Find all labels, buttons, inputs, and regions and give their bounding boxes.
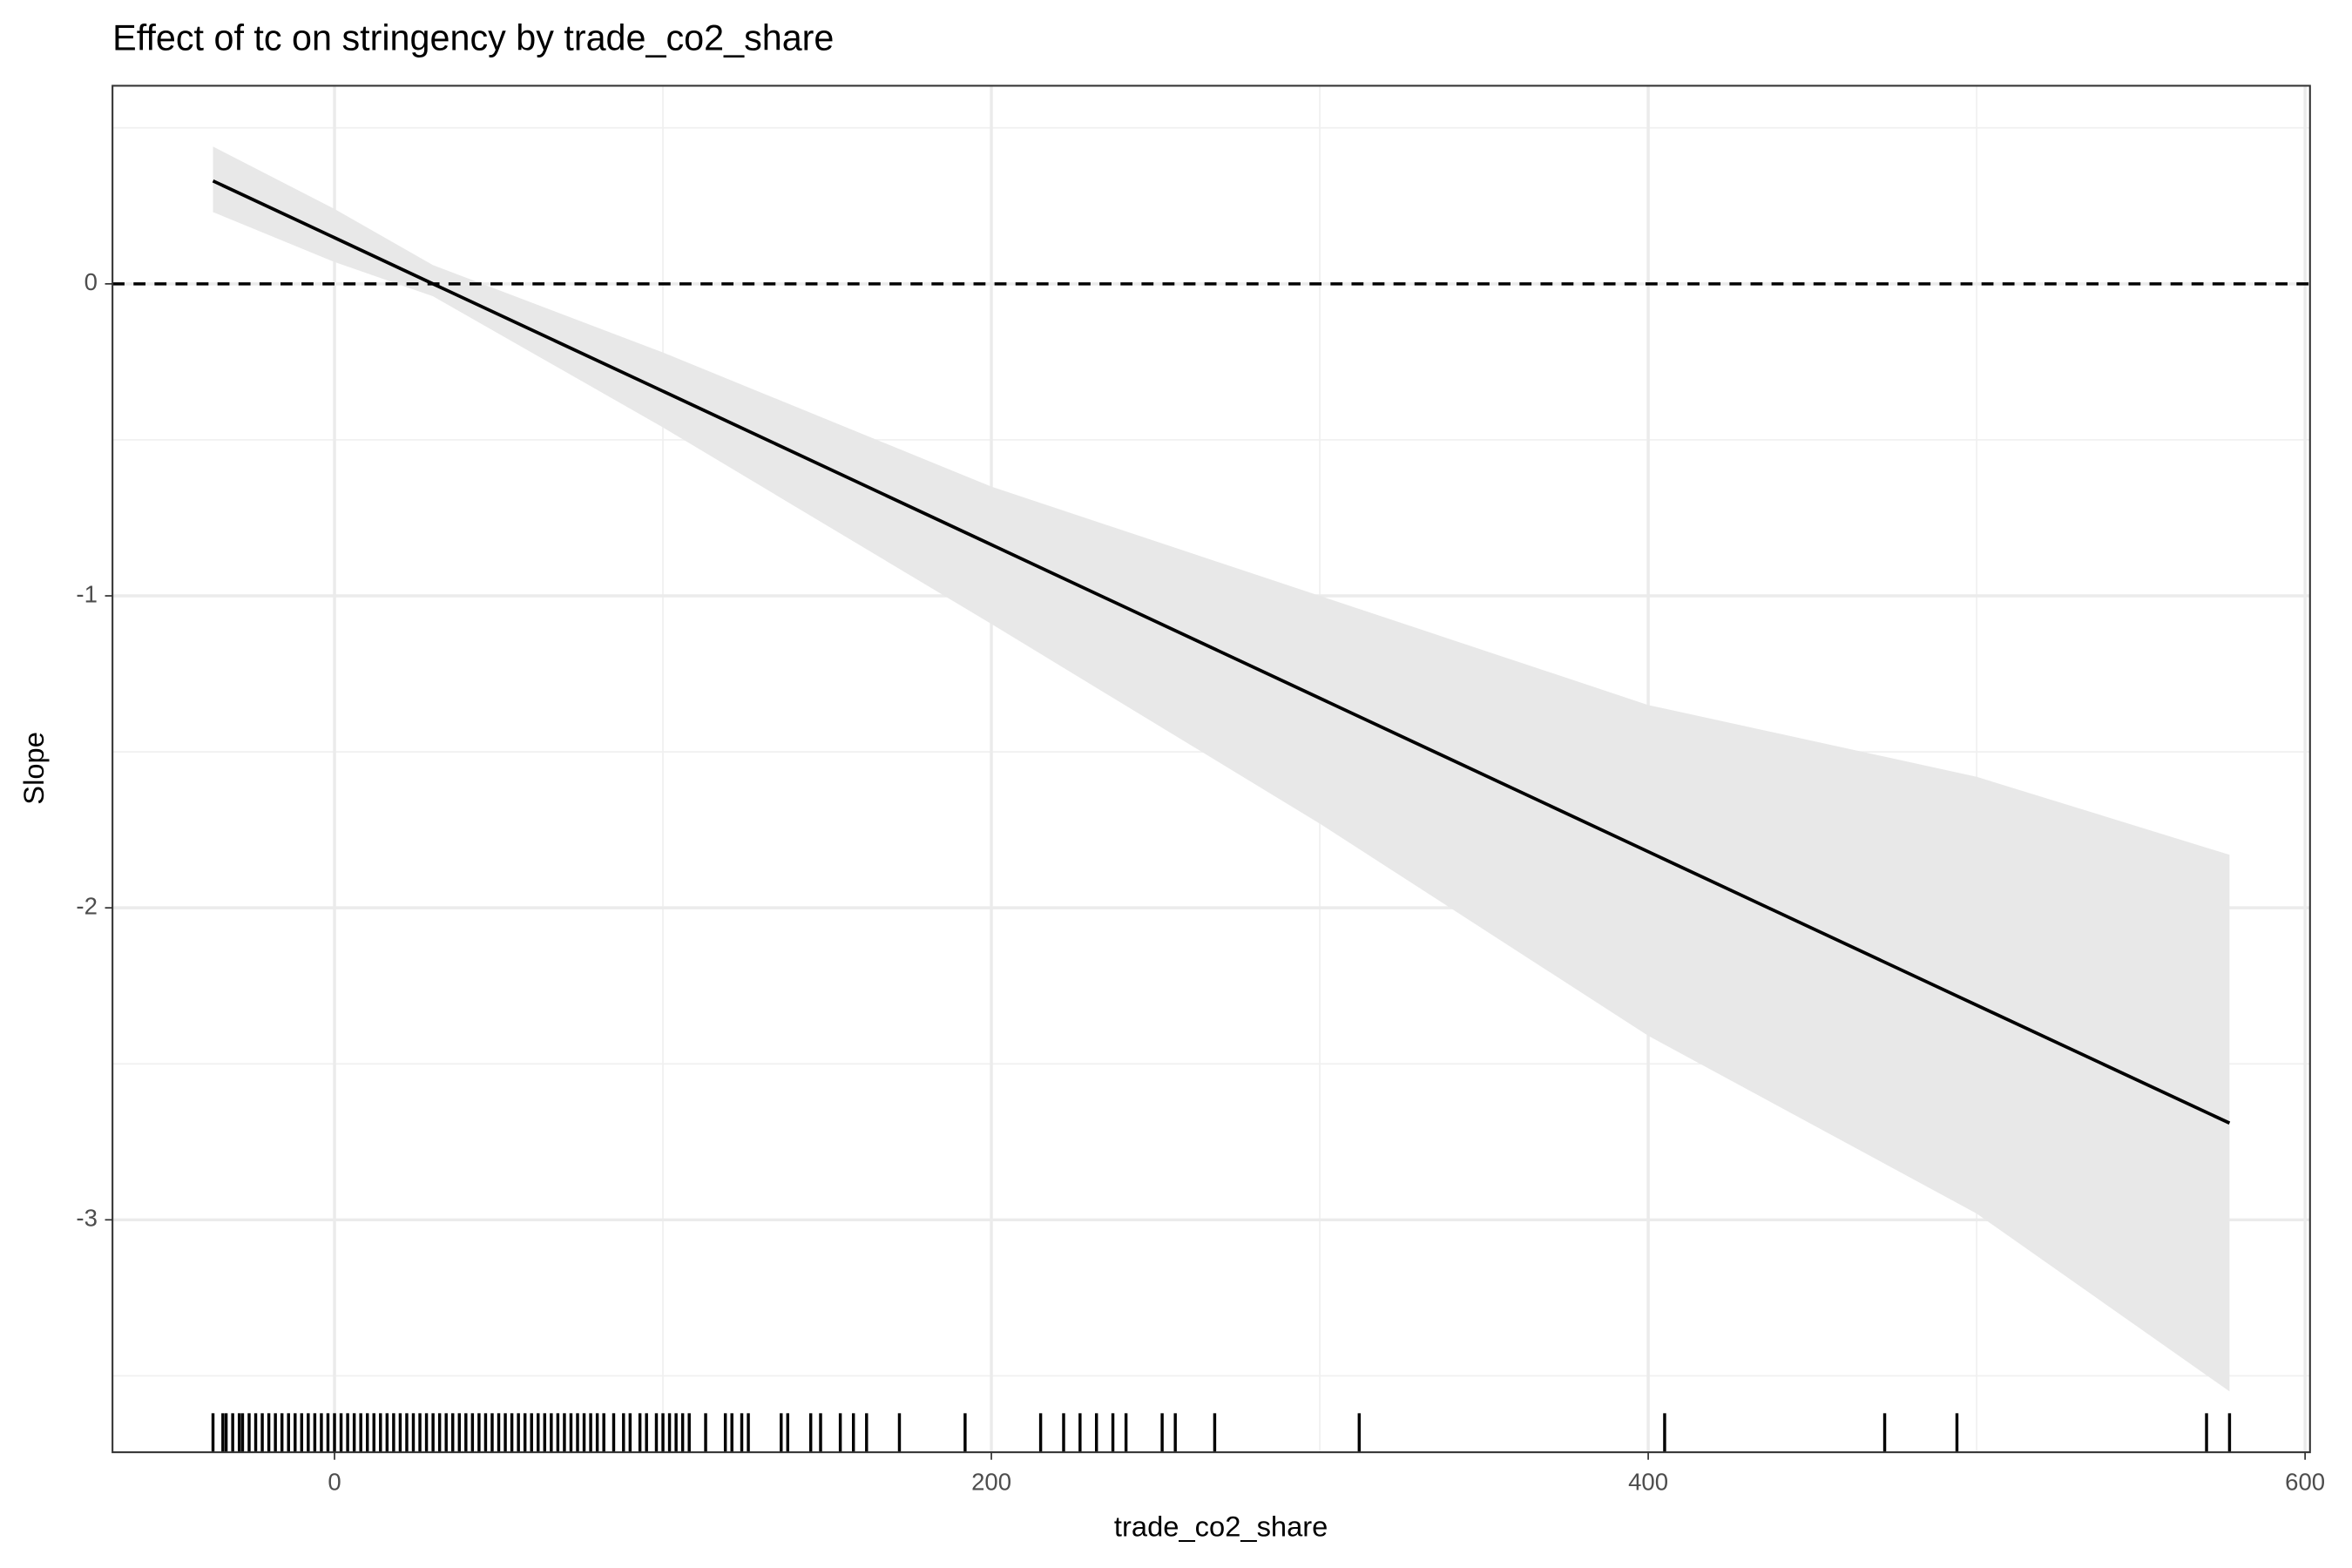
x-tick-label: 400 (1628, 1469, 1668, 1496)
y-tick-label: -3 (76, 1205, 98, 1232)
x-tick-label: 600 (2285, 1469, 2325, 1496)
slope-line (212, 179, 2231, 1125)
x-axis-label: trade_co2_share (1114, 1511, 1328, 1543)
y-tick-label: -1 (76, 580, 98, 607)
x-tick-label: 0 (328, 1469, 341, 1496)
confidence-band (213, 146, 2230, 1392)
y-tick-label: 0 (84, 268, 98, 295)
plot-border (112, 84, 2311, 1454)
y-axis-label: Slope (17, 732, 50, 805)
x-tick-label: 200 (971, 1469, 1011, 1496)
chart-title: Effect of tc on stringency by trade_co2_… (112, 18, 834, 58)
y-tick-label: -2 (76, 892, 98, 919)
